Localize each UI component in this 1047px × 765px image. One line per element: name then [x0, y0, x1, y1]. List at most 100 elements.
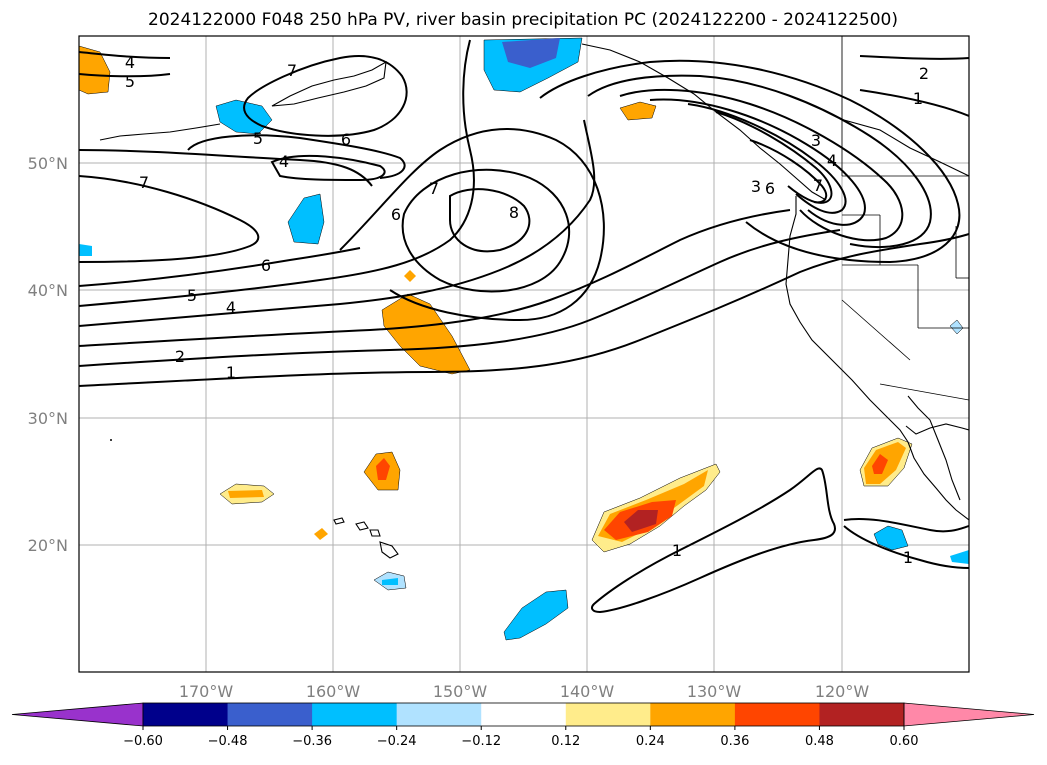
clabel-5-aleutian: 5: [253, 129, 263, 148]
colorbar-segments: [11, 702, 1035, 727]
contour-1-baja-a: [843, 517, 969, 533]
contour-7-aleutian: [243, 55, 408, 137]
lon-label-130w: 130°W: [687, 682, 742, 701]
coast-kauai: [333, 517, 345, 525]
coast-us-west: [785, 196, 969, 521]
lat-label-50n: 50°N: [28, 154, 68, 173]
colorbar-tick-label: −0.24: [377, 734, 417, 749]
clabel-7-closed: 7: [429, 179, 439, 198]
precip-shading: [79, 37, 969, 641]
shade-neg-hawaii-core: [382, 578, 398, 585]
contour-7-ridge: [749, 139, 828, 204]
shade-neg-mid-pacific: [287, 193, 325, 245]
lon-label-160w: 160°W: [306, 682, 361, 701]
contour-6-ridge: [715, 111, 833, 204]
clabel-6-closed: 6: [391, 205, 401, 224]
contour-4-ridge: [649, 98, 866, 226]
colorbar-tick-label: 0.24: [636, 734, 665, 749]
clabel-5-west: 5: [187, 286, 197, 305]
shade-neg-strong-north-pacific: [502, 38, 560, 68]
clabel-3-coast: 3: [751, 177, 761, 196]
colorbar-segment: [734, 703, 820, 726]
coast-big-island: [379, 541, 399, 559]
colorbar-tick-label: 0.12: [551, 734, 580, 749]
contour-7-closed: [401, 168, 571, 293]
clabel-8-closed: 8: [509, 203, 519, 222]
clabel-5-nw: 5: [125, 72, 135, 91]
lon-label-170w: 170°W: [179, 682, 234, 701]
border-ca-nv-diag: [841, 299, 911, 361]
contour-1-subtropical-loop: [591, 467, 836, 614]
clabel-4-nw: 4: [125, 53, 135, 72]
contour-3-ridge: [619, 88, 904, 242]
lon-label-150w: 150°W: [433, 682, 488, 701]
coast-islet: [110, 439, 112, 441]
coast-baja: [907, 395, 961, 501]
clabel-6-west: 6: [261, 256, 271, 275]
contour-5: [79, 39, 475, 307]
shade-pos-socal-red: [872, 454, 888, 474]
clabel-2-ne: 2: [919, 64, 929, 83]
colorbar-tick-label: 0.48: [805, 734, 834, 749]
shade-pos-north-hawaii-core: [376, 458, 390, 480]
colorbar-ticks: −0.60 −0.48 −0.36 −0.24 −0.12 0.12 0.24 0.36 0.4…: [123, 726, 918, 749]
clabel-7-ridge: 7: [813, 176, 823, 195]
clabel-7-west: 7: [139, 173, 149, 192]
coast-maui: [369, 529, 381, 537]
contour-6: [79, 247, 361, 287]
colorbar-segment: [650, 703, 736, 726]
contour-7-west: [79, 175, 260, 263]
lat-label-20n: 20°N: [28, 536, 68, 555]
coast-southeast-alaska-bc: [581, 43, 827, 201]
clabel-1-baja: 1: [903, 548, 913, 567]
shade-neg-west-edge: [79, 244, 92, 256]
contour-5-ridge: [687, 103, 847, 214]
contour-4: [79, 119, 596, 327]
shade-pos-gulf-alaska: [619, 101, 657, 121]
contour-4-aleutian: [187, 134, 406, 179]
shade-neg-south-pacific: [503, 589, 569, 641]
contour-8-closed: [449, 188, 531, 253]
colorbar-tick-label: −0.12: [461, 734, 501, 749]
contour-3: [79, 209, 791, 347]
colorbar-segment: [312, 703, 398, 726]
contour-1-ridge: [539, 59, 961, 264]
lon-label-120w: 120°W: [815, 682, 870, 701]
coastlines: [99, 43, 969, 559]
colorbar-segment: [481, 703, 567, 726]
contour-1-main: [79, 233, 969, 387]
shade-pos-west-hawaii-core: [228, 490, 264, 498]
colorbar-frame: [142, 702, 905, 727]
colorbar-tick-label: −0.36: [292, 734, 332, 749]
shade-neg-mexico: [950, 550, 969, 564]
shade-pos-subtropical-jet-core: [624, 510, 658, 532]
contour-2: [79, 229, 841, 367]
contour-4-northwest: [79, 51, 171, 59]
lon-axis: 170°W 160°W 150°W 140°W 130°W 120°W: [179, 682, 870, 701]
shade-pos-small-blob: [404, 270, 416, 282]
colorbar-segment: [819, 703, 905, 726]
coast-oahu: [355, 521, 369, 531]
shade-pos-west-edge: [79, 45, 111, 95]
colorbar-segment: [227, 703, 313, 726]
contour-2-northeast: [859, 55, 969, 60]
contour-5-northwest: [79, 73, 171, 78]
lat-label-30n: 30°N: [28, 409, 68, 428]
clabel-6-ridge: 6: [765, 179, 775, 198]
clabel-4-aleutian: 4: [279, 152, 289, 171]
contour-4-closed: [270, 154, 386, 182]
clabel-2-west: 2: [175, 347, 185, 366]
clabel-1-ne: 1: [913, 89, 923, 108]
lon-label-140w: 140°W: [560, 682, 615, 701]
clabel-4-west: 4: [226, 298, 236, 317]
border-us-mexico: [879, 383, 969, 401]
lat-axis: 20°N 30°N 40°N 50°N: [28, 154, 68, 555]
map-background: [79, 36, 969, 672]
coast-aleutian-islands: [99, 123, 221, 141]
clabel-1-west: 1: [226, 363, 236, 382]
contour-6-closed: [339, 128, 605, 322]
clabel-6-aleutian: 6: [341, 130, 351, 149]
colorbar-segment: [565, 703, 651, 726]
clabel-1-subtropical: 1: [672, 541, 682, 560]
